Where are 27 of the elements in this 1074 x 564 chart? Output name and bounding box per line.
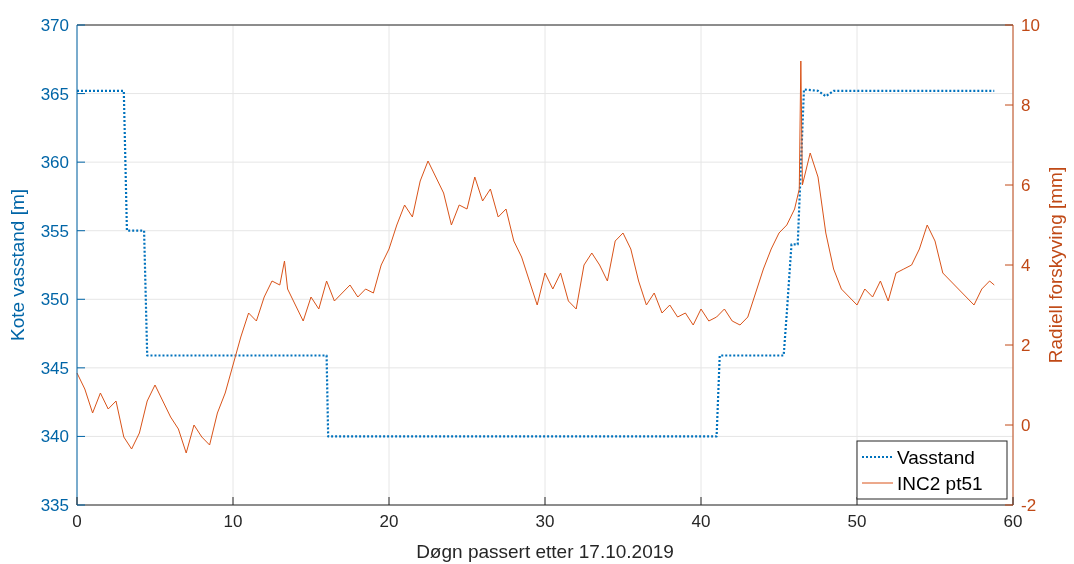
y2-tick-label: 8	[1021, 96, 1031, 115]
y2-tick-label: 10	[1021, 16, 1040, 35]
y-tick-label: 355	[40, 221, 69, 241]
x-tick-label: 40	[691, 512, 711, 531]
y2-tick-label: 4	[1021, 256, 1031, 275]
y2-axis-title: Radiell forskyving [mm]	[1045, 166, 1066, 364]
y-tick-label: 350	[40, 290, 69, 310]
y-axis-title: Kote vasstand [m]	[7, 188, 28, 342]
x-tick-label: 60	[1003, 512, 1023, 531]
x-tick-label: 50	[847, 512, 867, 531]
y2-tick-label: 6	[1021, 176, 1031, 195]
y-tick-label: 340	[40, 427, 69, 447]
x-tick-label: 10	[223, 512, 243, 531]
y-tick-label: 345	[40, 358, 69, 378]
y-tick-label: 370	[40, 16, 69, 35]
y2-tick-label: 0	[1021, 416, 1031, 435]
y-tick-label: 360	[40, 153, 69, 173]
x-tick-label: 30	[535, 512, 555, 531]
legend-label: INC2 pt51	[897, 473, 983, 494]
x-axis-title: Døgn passert etter 17.10.2019	[416, 541, 674, 562]
y2-tick-label: -2	[1021, 496, 1037, 515]
legend-label: Vasstand	[897, 447, 975, 468]
x-tick-label: 0	[72, 512, 82, 531]
y2-tick-label: 2	[1021, 336, 1031, 355]
x-tick-label: 20	[379, 512, 399, 531]
y-tick-label: 365	[40, 84, 69, 104]
y-tick-label: 335	[40, 496, 69, 515]
